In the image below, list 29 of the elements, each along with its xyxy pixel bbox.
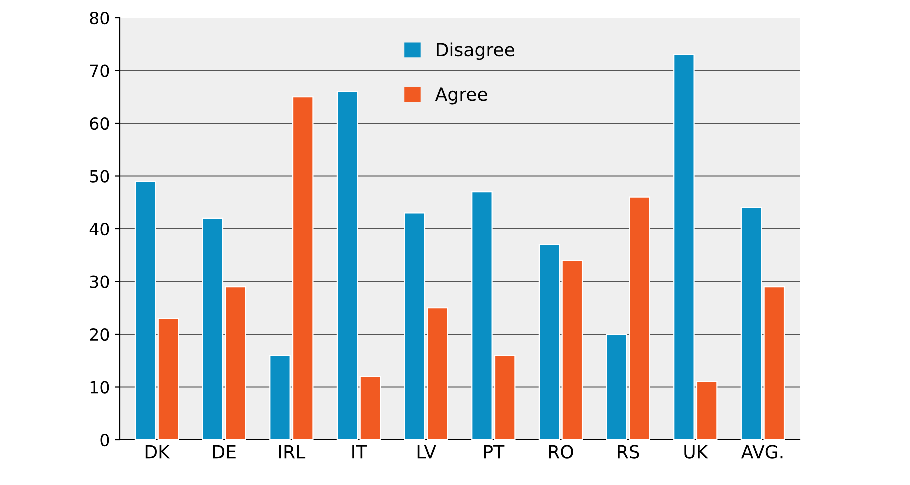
bar [538, 244, 560, 440]
x-tick-label: RO [549, 445, 574, 459]
bar [740, 207, 762, 440]
y-tick-label: 50 [90, 170, 110, 183]
bar [336, 91, 358, 440]
y-tick-label: 30 [90, 276, 110, 288]
x-tick-label: PT [484, 445, 505, 459]
bar [360, 376, 382, 440]
y-tick-label: 70 [90, 64, 110, 78]
x-tick-label: RS [618, 445, 640, 459]
y-tick-label: 60 [90, 117, 110, 130]
y-tick-label: 10 [90, 381, 110, 394]
x-tick-label: DK [146, 445, 170, 459]
x-tick-label: UK [684, 445, 709, 459]
legend-label: Disagree [437, 42, 514, 60]
x-tick-label: IT [352, 445, 368, 459]
bar [562, 260, 584, 440]
y-tick-label: 0 [100, 434, 110, 447]
x-tick-label: LV [418, 445, 436, 459]
bar [158, 318, 180, 440]
bar [764, 286, 786, 440]
x-tick-label: DE [213, 445, 236, 459]
y-tick-label: 20 [90, 328, 110, 342]
x-tick-label: IRL [279, 445, 306, 459]
y-tick-label: 40 [90, 222, 110, 236]
legend-label: Agree [435, 88, 488, 105]
x-tick-label: AVG. [741, 445, 783, 459]
bar [134, 180, 156, 440]
y-tick-label: 80 [90, 12, 110, 25]
